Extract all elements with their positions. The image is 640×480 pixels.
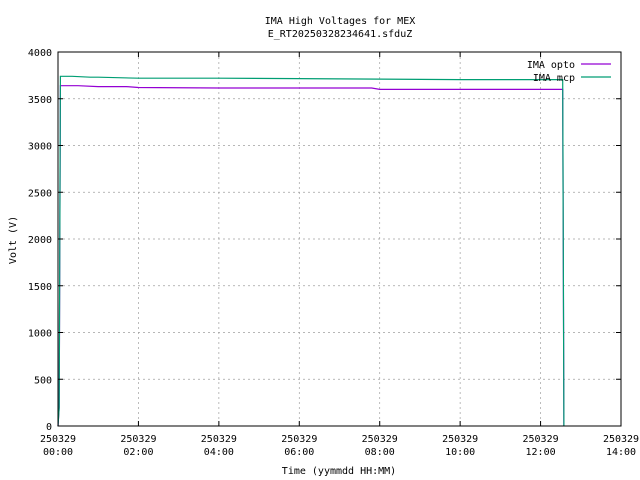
x-tick-label-time: 08:00 <box>365 447 395 458</box>
y-tick-label: 2500 <box>28 188 52 199</box>
x-tick-label-time: 02:00 <box>123 447 153 458</box>
x-tick-label-time: 12:00 <box>526 447 556 458</box>
x-tick-label-date: 250329 <box>442 434 478 445</box>
x-tick-label-date: 250329 <box>40 434 76 445</box>
y-axis-label: Volt (V) <box>8 216 19 264</box>
x-tick-label-time: 14:00 <box>606 447 636 458</box>
x-tick-label-date: 250329 <box>523 434 559 445</box>
series-line-ima-opto <box>57 85 565 427</box>
series-line-ima-mcp <box>57 75 565 427</box>
y-tick-label: 500 <box>34 375 52 386</box>
chart-subtitle: E_RT20250328234641.sfduZ <box>268 29 413 40</box>
legend-label: IMA mcp <box>533 73 575 84</box>
legend: IMA opto IMA mcp <box>527 60 611 84</box>
grid-lines <box>58 52 621 426</box>
series-lines <box>57 75 565 427</box>
x-tick-label-date: 250329 <box>120 434 156 445</box>
x-tick-label-date: 250329 <box>281 434 317 445</box>
y-tick-label: 1000 <box>28 329 52 340</box>
y-tick-label: 3500 <box>28 95 52 106</box>
legend-label: IMA opto <box>527 60 575 71</box>
x-tick-label-date: 250329 <box>362 434 398 445</box>
y-tick-label: 4000 <box>28 48 52 59</box>
x-tick-label-time: 06:00 <box>284 447 314 458</box>
y-tick-label: 0 <box>46 422 52 433</box>
y-tick-label: 2000 <box>28 235 52 246</box>
axis-ticks: 0 500 1000 1500 2000 2500 3000 3500 4000 250329 00… <box>28 48 639 458</box>
x-tick-label-time: 10:00 <box>445 447 475 458</box>
y-tick-label: 1500 <box>28 282 52 293</box>
x-tick-label-date: 250329 <box>201 434 237 445</box>
x-tick-label-time: 04:00 <box>204 447 234 458</box>
x-axis-label: Time (yymmdd HH:MM) <box>282 466 396 477</box>
y-tick-label: 3000 <box>28 142 52 153</box>
chart-title: IMA High Voltages for MEX <box>265 16 416 27</box>
x-tick-label-time: 00:00 <box>43 447 73 458</box>
x-tick-label-date: 250329 <box>603 434 639 445</box>
